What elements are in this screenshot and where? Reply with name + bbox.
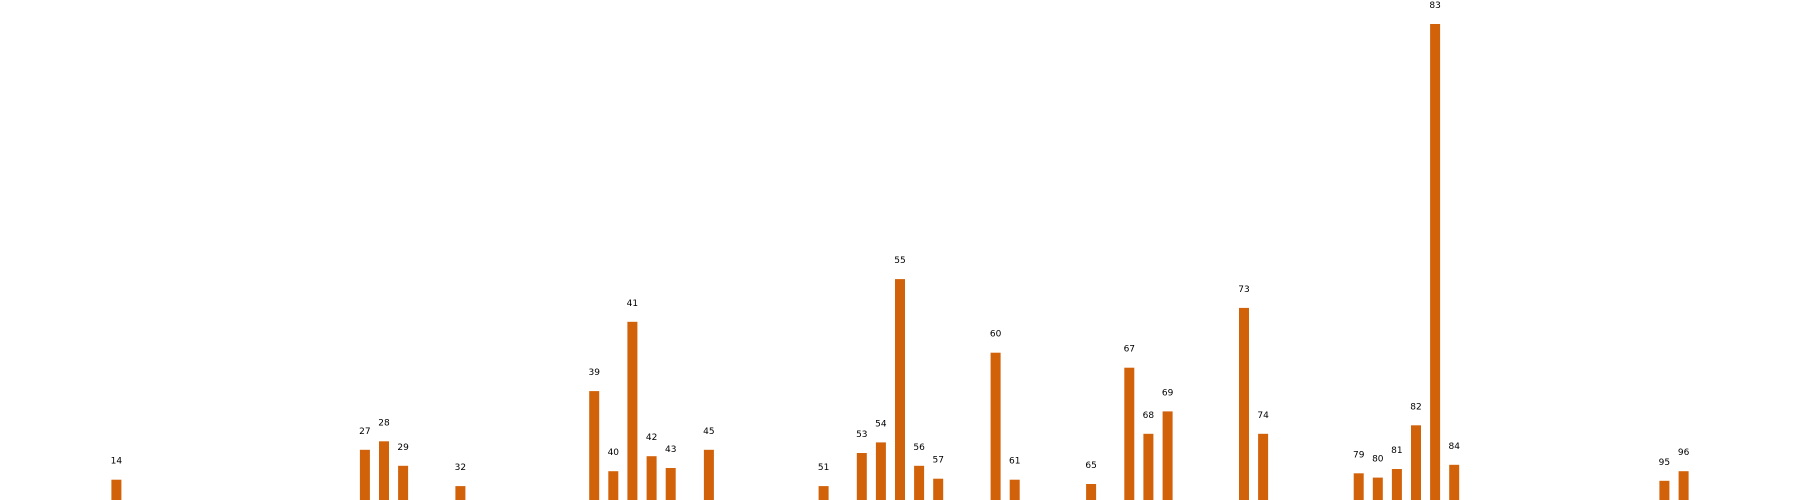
bar-label-45: 45 bbox=[703, 427, 714, 437]
bar-label-28: 28 bbox=[378, 418, 390, 428]
bar-43 bbox=[665, 468, 676, 500]
bar-80 bbox=[1372, 477, 1383, 500]
bar-label-43: 43 bbox=[665, 445, 676, 455]
bar-label-68: 68 bbox=[1143, 411, 1155, 421]
bars-layer bbox=[111, 24, 1689, 500]
bar-label-82: 82 bbox=[1410, 402, 1421, 412]
bar-label-81: 81 bbox=[1391, 446, 1402, 456]
bar-label-67: 67 bbox=[1124, 345, 1135, 355]
bar-label-73: 73 bbox=[1238, 285, 1249, 295]
bar-label-69: 69 bbox=[1162, 388, 1174, 398]
bar-label-54: 54 bbox=[875, 419, 887, 429]
bar-label-27: 27 bbox=[359, 427, 370, 437]
bar-79 bbox=[1353, 473, 1364, 500]
bar-label-61: 61 bbox=[1009, 457, 1020, 467]
labels-layer: 14 27 28 29 32 39 40 41 42 43 45 51 53 54 55 56 57 60 61 65… bbox=[111, 1, 1690, 473]
bar-label-60: 60 bbox=[990, 330, 1002, 340]
bar-57 bbox=[933, 478, 944, 500]
bar-label-29: 29 bbox=[397, 443, 409, 453]
bar-label-41: 41 bbox=[627, 299, 638, 309]
bar-label-65: 65 bbox=[1085, 461, 1096, 471]
bar-label-42: 42 bbox=[646, 433, 657, 443]
bar-74 bbox=[1258, 433, 1269, 500]
bar-61 bbox=[1009, 479, 1020, 500]
bar-label-51: 51 bbox=[818, 463, 829, 473]
bar-73 bbox=[1239, 307, 1249, 500]
bar-67 bbox=[1124, 367, 1135, 500]
bar-label-84: 84 bbox=[1448, 442, 1460, 452]
bar-45 bbox=[703, 449, 714, 500]
bar-label-83: 83 bbox=[1429, 1, 1440, 11]
bar-56 bbox=[914, 465, 925, 500]
bar-54 bbox=[875, 442, 886, 500]
bar-68 bbox=[1143, 433, 1154, 500]
bar-40 bbox=[608, 471, 619, 500]
bar-label-56: 56 bbox=[913, 443, 925, 453]
bar-81 bbox=[1391, 469, 1402, 500]
bar-28 bbox=[379, 441, 389, 500]
bar-84 bbox=[1449, 464, 1460, 500]
bar-41 bbox=[627, 321, 638, 500]
bar-65 bbox=[1086, 484, 1097, 500]
bar-27 bbox=[359, 449, 370, 500]
bar-83 bbox=[1430, 24, 1441, 500]
bar-label-55: 55 bbox=[894, 256, 905, 266]
bar-55 bbox=[895, 279, 905, 500]
bar-label-57: 57 bbox=[932, 456, 943, 466]
bar-label-40: 40 bbox=[608, 448, 620, 458]
bar-label-39: 39 bbox=[588, 368, 600, 378]
bar-29 bbox=[398, 465, 409, 500]
bar-39 bbox=[589, 391, 600, 500]
bar-60 bbox=[990, 352, 1001, 500]
bar-label-14: 14 bbox=[111, 457, 123, 467]
bar-label-53: 53 bbox=[856, 430, 867, 440]
bar-95 bbox=[1659, 480, 1670, 500]
bar-69 bbox=[1162, 411, 1173, 500]
bar-label-95: 95 bbox=[1659, 458, 1670, 468]
bar-96 bbox=[1678, 471, 1689, 500]
bar-label-74: 74 bbox=[1257, 411, 1269, 421]
bar-14 bbox=[111, 479, 122, 500]
bar-51 bbox=[818, 486, 829, 500]
bar-42 bbox=[646, 456, 657, 500]
bar-label-80: 80 bbox=[1372, 455, 1384, 465]
bar-label-79: 79 bbox=[1353, 450, 1365, 460]
bar-53 bbox=[856, 453, 867, 500]
bar-label-96: 96 bbox=[1678, 448, 1690, 458]
bar-32 bbox=[455, 486, 466, 500]
bar-label-32: 32 bbox=[455, 463, 466, 473]
bar-82 bbox=[1411, 425, 1421, 500]
